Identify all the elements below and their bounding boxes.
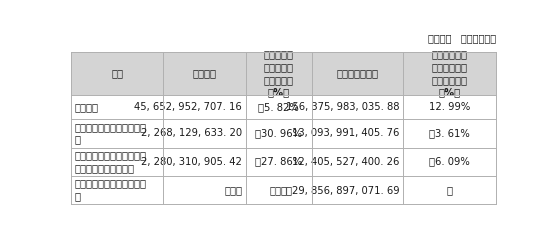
Bar [245, 176, 311, 204]
Bar [163, 119, 245, 148]
Text: －29, 856, 897, 071. 69: －29, 856, 897, 071. 69 [286, 185, 399, 195]
Text: 2, 268, 129, 633. 20: 2, 268, 129, 633. 20 [141, 128, 242, 138]
Bar [163, 148, 245, 176]
Text: 12. 99%: 12. 99% [429, 102, 470, 112]
Bar [245, 52, 311, 95]
Bar [311, 119, 403, 148]
Text: 归属于上市公司股东的净利
润: 归属于上市公司股东的净利 润 [75, 122, 147, 145]
Text: 项目: 项目 [111, 68, 123, 78]
Text: 13, 093, 991, 405. 76: 13, 093, 991, 405. 76 [292, 128, 399, 138]
Text: －3. 61%: －3. 61% [429, 128, 470, 138]
Bar [403, 176, 496, 204]
Text: 归属于上市公司股东的扣除
非经常性损益的净利润: 归属于上市公司股东的扣除 非经常性损益的净利润 [75, 150, 147, 173]
Bar [311, 52, 403, 95]
Text: 年初至报告期末: 年初至报告期末 [336, 68, 378, 78]
Text: －5. 82%: －5. 82% [258, 102, 299, 112]
Text: 本报告期比
上年同期增
减变动幅度
（%）: 本报告期比 上年同期增 减变动幅度 （%） [264, 49, 294, 98]
Text: 年初至报告期
末比上年同期
增减变动幅度
（%）: 年初至报告期 末比上年同期 增减变动幅度 （%） [432, 49, 468, 98]
Bar [403, 95, 496, 119]
Bar [71, 95, 163, 119]
Bar [245, 119, 311, 148]
Bar [403, 52, 496, 95]
Bar [245, 95, 311, 119]
Text: －6. 09%: －6. 09% [429, 157, 470, 167]
Text: 2, 280, 310, 905. 42: 2, 280, 310, 905. 42 [141, 157, 242, 167]
Bar [71, 119, 163, 148]
Text: 不适用: 不适用 [224, 185, 242, 195]
Text: 本报告期: 本报告期 [192, 68, 216, 78]
Bar [71, 52, 163, 95]
Text: －30. 96%: －30. 96% [255, 128, 302, 138]
Bar [163, 176, 245, 204]
Bar [245, 148, 311, 176]
Bar [71, 148, 163, 176]
Text: 不适用: 不适用 [270, 185, 288, 195]
Text: 经营活动产生的现金流量净
额: 经营活动产生的现金流量净 额 [75, 178, 147, 201]
Text: 156, 375, 983, 035. 88: 156, 375, 983, 035. 88 [286, 102, 399, 112]
Text: 12, 405, 527, 400. 26: 12, 405, 527, 400. 26 [292, 157, 399, 167]
Text: －27. 86%: －27. 86% [255, 157, 302, 167]
Bar [403, 148, 496, 176]
Bar [403, 119, 496, 148]
Bar [163, 95, 245, 119]
Text: 45, 652, 952, 707. 16: 45, 652, 952, 707. 16 [135, 102, 242, 112]
Bar [163, 52, 245, 95]
Bar [311, 176, 403, 204]
Bar [311, 95, 403, 119]
Text: －: － [447, 185, 453, 195]
Text: 营业收入: 营业收入 [75, 102, 99, 112]
Bar [71, 176, 163, 204]
Bar [311, 148, 403, 176]
Text: 单位：元   币种：人民币: 单位：元 币种：人民币 [428, 33, 496, 43]
